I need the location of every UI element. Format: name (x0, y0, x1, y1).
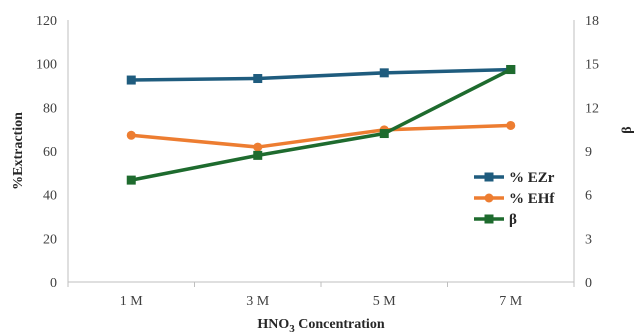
y-tick-label: 80 (43, 101, 57, 116)
y-tick-label: 0 (50, 276, 57, 291)
data-point (126, 75, 136, 85)
legend-label: % EZr (509, 170, 555, 186)
y2-tick-label: 0 (585, 276, 592, 291)
series-2 (126, 64, 516, 185)
y2-tick-label: 9 (585, 145, 592, 160)
data-point (126, 175, 136, 185)
legend-label: % EHf (509, 191, 555, 207)
series-line (130, 67, 512, 182)
legend-item: % EZr (474, 170, 555, 186)
x-axis-title-prefix: HNO (257, 317, 289, 332)
legend-swatch-marker (484, 172, 494, 182)
x-axis-title-subscript: 3 (289, 323, 295, 333)
legend-swatch-marker (484, 214, 494, 224)
x-tick-label: 7 M (499, 294, 523, 309)
x-tick-label: 3 M (246, 294, 270, 309)
legend-item: β (474, 212, 517, 228)
x-tick-label: 1 M (120, 294, 144, 309)
y-tick-label: 20 (43, 232, 57, 247)
y2-axis-ticks: 0 3 6 9 12 15 18 (585, 14, 599, 291)
series-1 (126, 120, 516, 152)
data-point (506, 64, 516, 74)
series-line (131, 67, 511, 82)
y-tick-label: 120 (36, 14, 57, 29)
y-axis-ticks: 0 20 40 60 80 100 120 (36, 14, 57, 291)
legend-label: β (509, 212, 517, 228)
y-tick-label: 100 (36, 58, 57, 73)
data-point (379, 129, 389, 139)
x-axis-ticks: 1 M 3 M 5 M 7 M (67, 282, 575, 309)
data-point (506, 120, 516, 130)
y2-tick-label: 12 (585, 101, 599, 116)
y2-axis-title: β (620, 126, 635, 133)
y2-tick-label: 3 (585, 232, 592, 247)
data-point (379, 68, 389, 78)
legend-swatch-marker (484, 193, 494, 203)
data-point (126, 130, 136, 140)
legend: % EZr % EHf β (474, 170, 555, 228)
data-point (253, 150, 263, 160)
y-axis-title: %Extraction (11, 112, 26, 190)
y-tick-label: 60 (43, 145, 57, 160)
data-point (253, 74, 263, 84)
x-axis-title-suffix: Concentration (295, 317, 385, 332)
series-line (131, 123, 511, 149)
x-tick-label: 5 M (373, 294, 397, 309)
y-tick-label: 40 (43, 189, 57, 204)
data-point (253, 142, 263, 152)
legend-item: % EHf (474, 191, 555, 207)
series-0 (126, 65, 516, 85)
y2-tick-label: 18 (585, 14, 599, 29)
x-axis-title: HNO3 Concentration (257, 317, 384, 333)
series-layer (126, 64, 516, 185)
y2-tick-label: 6 (585, 189, 592, 204)
y2-tick-label: 15 (585, 58, 599, 73)
